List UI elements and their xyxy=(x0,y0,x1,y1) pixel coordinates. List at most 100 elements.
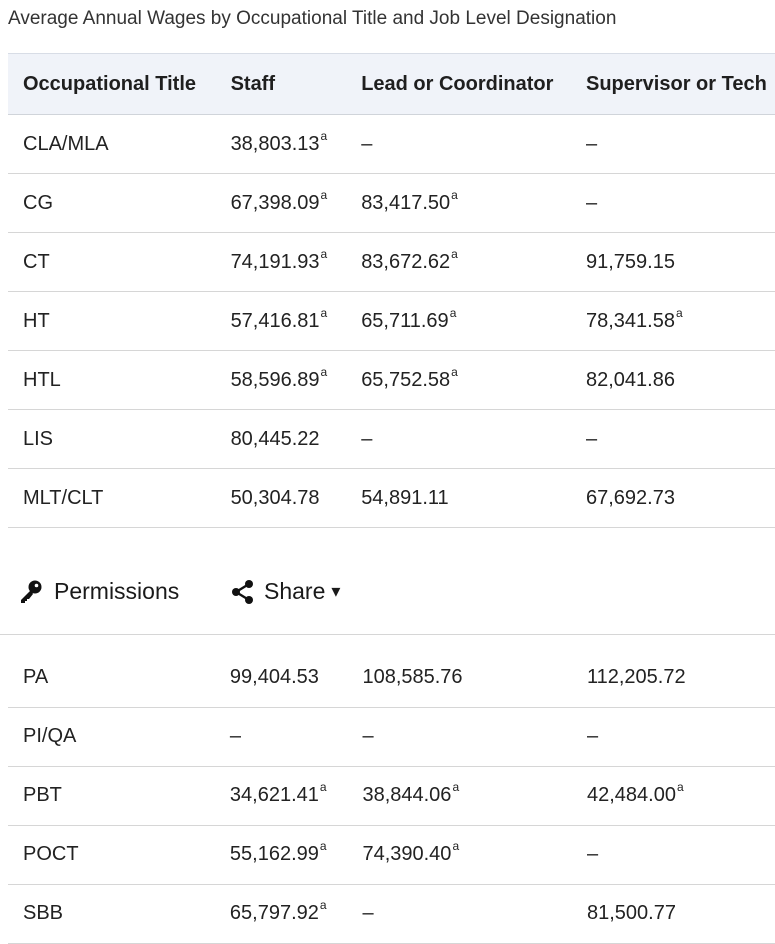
cell-value: 57,416.81 xyxy=(230,309,320,332)
cell-value: 78,341.58 xyxy=(586,309,675,332)
table-row: PI/QA – – – xyxy=(8,707,775,767)
table-row: POCT 55,162.99a 74,390.40a – xyxy=(8,825,775,885)
wage-cell: 34,621.41a xyxy=(214,766,348,826)
wage-cell: – xyxy=(214,707,348,767)
wage-cell: 58,596.89a xyxy=(215,350,347,410)
wage-cell: 83,417.50a xyxy=(346,173,571,233)
cell-value: 42,484.00 xyxy=(586,784,676,806)
header-occupational-title: Occupational Title xyxy=(8,53,216,115)
chevron-down-icon: ▾ xyxy=(331,581,341,601)
permissions-label: Permissions xyxy=(54,578,180,604)
footnote-marker: a xyxy=(320,187,328,202)
table-row: CLA/MLA 38,803.13a – – xyxy=(8,114,775,174)
cell-value: CG xyxy=(23,191,53,214)
cell-value: – xyxy=(361,427,373,450)
cell-value: 81,500.77 xyxy=(586,902,676,924)
row-title-cell: PBT xyxy=(8,766,215,826)
wage-cell: – xyxy=(571,409,775,469)
row-title-cell: PI/QA xyxy=(8,707,215,767)
share-icon xyxy=(230,579,256,605)
wage-cell: 50,304.78 xyxy=(215,468,347,528)
table-row: LIS 80,445.22 – – xyxy=(8,409,775,469)
wage-cell: – xyxy=(571,825,775,885)
cell-value: 74,390.40 xyxy=(362,843,452,865)
cell-value: HTL xyxy=(23,368,61,391)
footnote-marker: a xyxy=(320,305,328,320)
wage-cell: 78,341.58a xyxy=(571,291,775,351)
cell-value: 58,596.89 xyxy=(230,368,320,391)
share-button[interactable]: Share ▾ xyxy=(230,578,340,605)
cell-value: 65,752.58 xyxy=(361,368,451,391)
footnote-marker: a xyxy=(319,780,327,794)
footnote-marker: a xyxy=(451,246,458,261)
table-header: Occupational Title Staff Lead or Coordin… xyxy=(8,53,775,115)
wage-cell: 112,205.72 xyxy=(571,648,775,708)
table-row: PBT 34,621.41a 38,844.06a 42,484.00a xyxy=(8,766,775,826)
table-body-bottom: PA 99,404.53 108,585.76 112,205.72 PI/QA – – – P… xyxy=(8,648,775,944)
wage-cell: – xyxy=(571,114,775,174)
wage-cell: 65,752.58a xyxy=(346,350,571,410)
cell-value: 91,759.15 xyxy=(586,250,675,273)
cell-value: 112,205.72 xyxy=(586,665,686,688)
header-staff: Staff xyxy=(215,53,347,115)
cell-value: – xyxy=(229,725,242,747)
wage-cell: 57,416.81a xyxy=(215,291,347,351)
permissions-button[interactable]: Permissions xyxy=(18,578,179,605)
cell-value: 67,692.73 xyxy=(586,486,675,509)
wage-cell: 82,041.86 xyxy=(571,350,775,410)
cell-value: LIS xyxy=(23,427,54,450)
wage-cell: 108,585.76 xyxy=(347,648,572,708)
wage-cell: 65,711.69a xyxy=(346,291,571,351)
share-label: Share xyxy=(264,578,326,604)
key-icon xyxy=(18,579,44,605)
cell-value: 99,404.53 xyxy=(229,665,319,688)
wage-cell: – xyxy=(347,707,572,767)
wage-cell: 74,191.93a xyxy=(215,232,347,292)
figure-toolbar: Permissions Share ▾ xyxy=(0,560,775,635)
wage-cell: 91,759.15 xyxy=(571,232,775,292)
cell-value: MLT/CLT xyxy=(23,486,104,509)
table-body-top: CLA/MLA 38,803.13a – – CG 67,398.09a 83,417.50… xyxy=(8,114,775,528)
footnote-marker: a xyxy=(319,898,327,912)
wage-cell: 55,162.99a xyxy=(214,825,348,885)
cell-value: HT xyxy=(23,309,50,332)
cell-value: – xyxy=(586,725,599,747)
row-title-cell: CG xyxy=(8,173,216,233)
table-row: PA 99,404.53 108,585.76 112,205.72 xyxy=(8,648,775,708)
wage-cell: – xyxy=(346,409,571,469)
wage-cell: 81,500.77 xyxy=(571,884,775,944)
header-row: Occupational Title Staff Lead or Coordin… xyxy=(8,53,775,115)
cell-value: PI/QA xyxy=(23,725,77,747)
cell-value: 50,304.78 xyxy=(230,486,320,509)
footnote-marker: a xyxy=(452,839,460,853)
row-title-cell: MLT/CLT xyxy=(8,468,216,528)
row-title-cell: CLA/MLA xyxy=(8,114,216,174)
cell-value: 34,621.41 xyxy=(229,784,319,806)
footnote-marker: a xyxy=(451,364,458,379)
wage-cell: 80,445.22 xyxy=(215,409,347,469)
row-title-cell: POCT xyxy=(8,825,215,885)
wages-table: Occupational Title Staff Lead or Coordin… xyxy=(8,53,775,528)
footnote-marker: a xyxy=(320,128,328,143)
wage-cell: 67,692.73 xyxy=(571,468,775,528)
footnote-marker: a xyxy=(451,187,458,202)
footnote-marker: a xyxy=(449,305,457,320)
table-row: MLT/CLT 50,304.78 54,891.11 67,692.73 xyxy=(8,468,775,528)
header-supervisor-or-tech: Supervisor or Tech xyxy=(571,53,775,115)
cell-value: 83,672.62 xyxy=(361,250,451,273)
cell-value: CLA/MLA xyxy=(23,132,109,155)
cell-value: – xyxy=(362,902,374,924)
cell-value: 54,891.11 xyxy=(361,486,449,509)
cell-value: – xyxy=(586,427,598,450)
cell-value: 83,417.50 xyxy=(361,191,451,214)
table-caption: Average Annual Wages by Occupational Tit… xyxy=(8,8,617,29)
cell-value: – xyxy=(586,132,598,155)
row-title-cell: CT xyxy=(8,232,216,292)
wage-cell: 54,891.11 xyxy=(346,468,571,528)
cell-value: PA xyxy=(23,665,49,688)
cell-value: SBB xyxy=(23,902,64,924)
cell-value: – xyxy=(361,132,373,155)
cell-value: 80,445.22 xyxy=(230,427,320,450)
cell-value: 65,797.92 xyxy=(229,902,319,924)
header-lead-or-coordinator: Lead or Coordinator xyxy=(346,53,571,115)
